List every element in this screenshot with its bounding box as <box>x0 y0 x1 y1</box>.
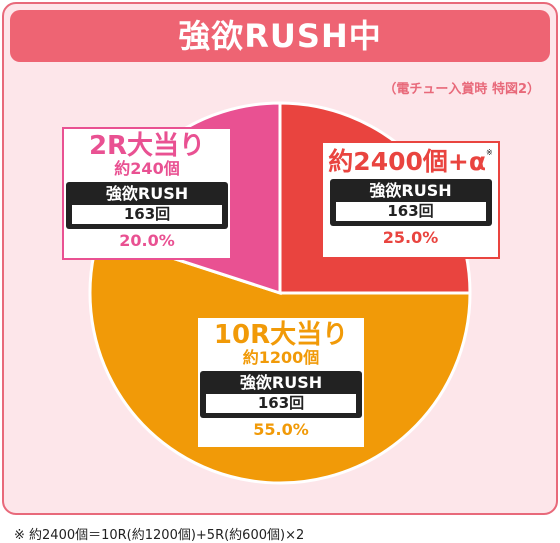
label-10r-sub: 約1200個 <box>242 348 320 368</box>
label-2r-rush-box: 強欲RUSH 163回 <box>66 182 228 230</box>
label-10r-rush-box: 強欲RUSH 163回 <box>200 371 362 419</box>
label-big-games: 163回 <box>335 202 486 222</box>
label-big-rush-box: 強欲RUSH 163回 <box>329 179 492 227</box>
label-big: 約2400個+α※ 強欲RUSH 163回 25.0% <box>321 141 500 259</box>
label-2r-games: 163回 <box>72 205 222 225</box>
label-2r-title: 2R大当り <box>88 131 206 161</box>
label-2r-sub: 約240個 <box>114 159 180 179</box>
label-big-mark: ※ <box>486 148 493 157</box>
label-big-title-text: 約2400個+α <box>328 147 486 176</box>
label-10r-games: 163回 <box>206 394 356 414</box>
label-10r-title: 10R大当り <box>213 320 349 350</box>
banner-title: 強欲RUSH中 <box>10 10 550 62</box>
label-big-title: 約2400個+α※ <box>323 147 498 176</box>
label-10r: 10R大当り 約1200個 強欲RUSH 163回 55.0% <box>196 316 366 449</box>
label-2r-rush: 強欲RUSH <box>105 184 189 204</box>
sub-note: （電チュー入賞時 特図2） <box>383 82 540 97</box>
footnote: ※ 約2400個＝10R(約1200個)+5R(約600個)×2 <box>14 528 305 543</box>
label-big-pct: 25.0% <box>382 228 439 248</box>
label-2r: 2R大当り 約240個 強欲RUSH 163回 20.0% <box>62 127 232 260</box>
label-10r-rush: 強欲RUSH <box>239 373 323 393</box>
label-2r-pct: 20.0% <box>119 231 175 251</box>
label-big-rush: 強欲RUSH <box>369 181 452 201</box>
label-10r-pct: 55.0% <box>253 420 309 440</box>
